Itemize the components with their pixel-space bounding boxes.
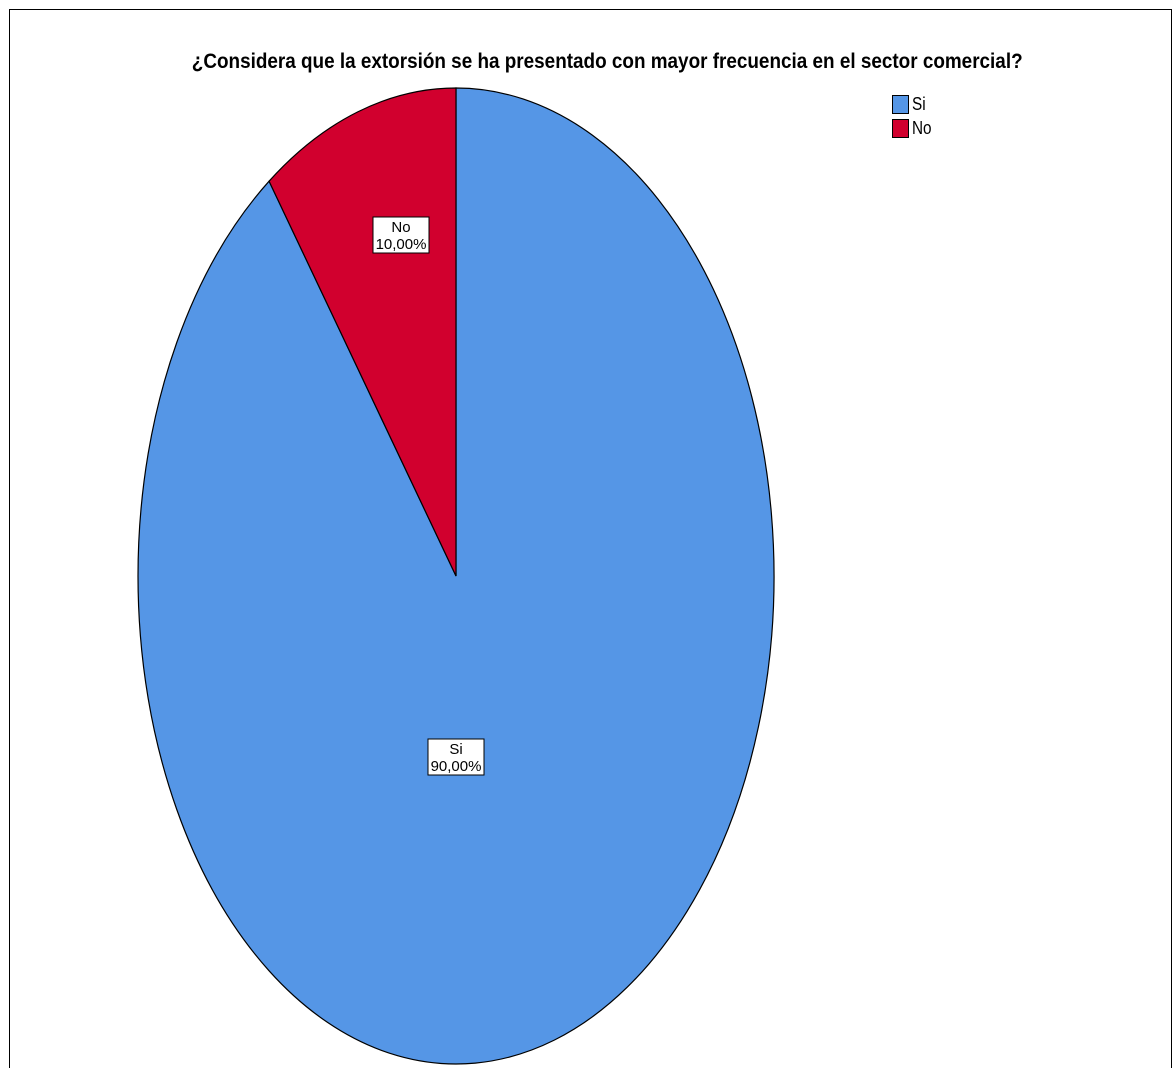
chart-frame (9, 9, 1172, 1068)
data-label-category: Si (449, 741, 462, 758)
legend-item-no: No (892, 116, 935, 140)
data-label-box (427, 738, 485, 776)
legend-label-si: Si (912, 93, 926, 114)
chart-title: ¿Considera que la extorsión se ha presen… (191, 50, 1023, 73)
legend-item-si: Si (892, 92, 935, 116)
legend-label-no: No (912, 117, 932, 138)
pie-slice-no (268, 87, 457, 577)
chart-legend: Si No (892, 92, 935, 140)
data-label-box (372, 216, 430, 254)
legend-swatch-no (892, 118, 909, 138)
data-label-value: 90,00% (431, 758, 482, 775)
data-label-value: 10,00% (376, 236, 427, 253)
legend-swatch-si (892, 94, 909, 114)
data-label-category: No (391, 219, 410, 236)
